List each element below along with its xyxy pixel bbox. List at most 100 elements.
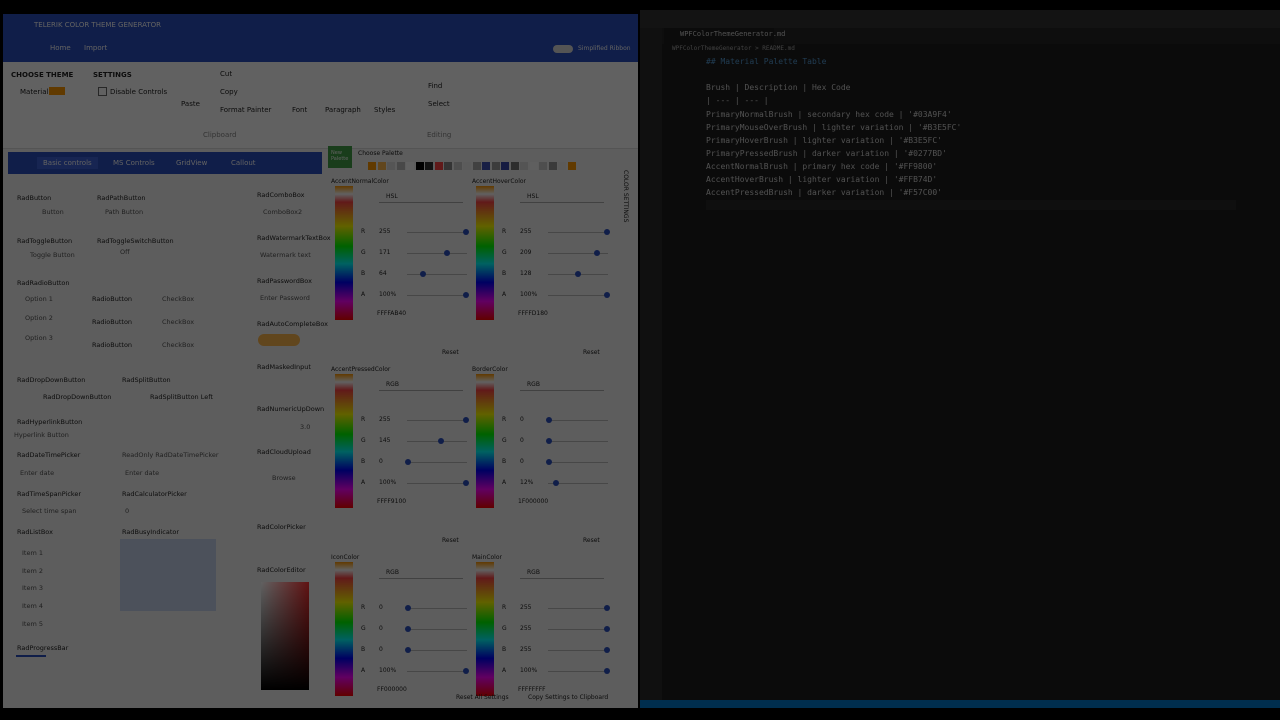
slider-track[interactable] (548, 650, 608, 651)
hex[interactable]: 1F000000 (518, 498, 549, 505)
channel-value[interactable]: 255 (520, 604, 532, 611)
mode[interactable]: RGB (527, 381, 540, 388)
slider-thumb[interactable] (604, 647, 610, 653)
control-tab[interactable]: Callout (231, 159, 256, 167)
ribbon-theme[interactable]: Material (20, 88, 49, 96)
slider-track[interactable] (548, 629, 608, 630)
hex[interactable]: FFFFFFFF (518, 686, 546, 693)
theme-swatch[interactable] (49, 87, 65, 95)
control[interactable]: CheckBox (162, 295, 195, 303)
control-tab[interactable]: Basic controls (37, 157, 98, 169)
hex[interactable]: FFFFAB40 (377, 310, 407, 317)
channel-value[interactable]: 255 (379, 416, 391, 423)
channel-value[interactable]: 100% (379, 479, 397, 486)
control[interactable]: Browse (272, 474, 296, 482)
slider-thumb[interactable] (593, 250, 600, 256)
tab-title[interactable]: WPFColorThemeGenerator.md (680, 30, 786, 38)
palette-swatch[interactable] (425, 162, 433, 170)
hex[interactable]: FF000000 (377, 686, 407, 693)
channel-value[interactable]: 64 (379, 270, 387, 277)
palette-swatch[interactable] (501, 162, 509, 170)
control[interactable]: Item 5 (22, 620, 43, 628)
ribbon-cut[interactable]: Cut (220, 70, 233, 78)
control-tab[interactable]: GridView (176, 159, 208, 167)
ribbon-styles[interactable]: Styles (374, 106, 396, 114)
control[interactable]: Enter date (125, 469, 160, 477)
control[interactable]: Enter date (20, 469, 55, 477)
slider-thumb[interactable] (463, 417, 469, 423)
control[interactable]: Item 4 (22, 602, 43, 610)
slider-thumb[interactable] (405, 459, 411, 465)
palette-swatch[interactable] (482, 162, 490, 170)
slider-track[interactable] (407, 253, 467, 254)
palette-swatch[interactable] (539, 162, 547, 170)
control[interactable]: Hyperlink Button (14, 431, 69, 439)
ribbon-editing[interactable]: Editing (427, 131, 452, 139)
slider-thumb[interactable] (405, 605, 411, 611)
palette-swatch[interactable] (558, 162, 566, 170)
toggle[interactable] (553, 45, 573, 53)
spectrum[interactable] (476, 374, 494, 508)
slider-track[interactable] (407, 441, 467, 442)
control[interactable]: Enter Password (260, 294, 310, 302)
slider-thumb[interactable] (604, 626, 610, 632)
copy-settings[interactable]: Copy Settings to Clipboard (528, 694, 609, 701)
spectrum[interactable] (335, 374, 353, 508)
slider-thumb[interactable] (546, 438, 552, 444)
slider-track[interactable] (407, 295, 467, 296)
control[interactable]: CheckBox (162, 318, 195, 326)
control[interactable]: Option 1 (25, 295, 53, 303)
control-tab[interactable]: MS Controls (113, 159, 155, 167)
slider-thumb[interactable] (546, 459, 552, 465)
slider-thumb[interactable] (437, 438, 444, 444)
control[interactable]: CheckBox (162, 341, 195, 349)
channel-value[interactable]: 255 (520, 625, 532, 632)
channel-value[interactable]: 255 (379, 228, 391, 235)
slider-track[interactable] (548, 441, 608, 442)
slider-thumb[interactable] (552, 480, 559, 486)
slider-track[interactable] (548, 462, 608, 463)
autocomplete-token[interactable] (258, 334, 300, 346)
control[interactable]: Path Button (105, 208, 144, 216)
mode[interactable]: HSL (386, 193, 398, 200)
control[interactable]: Select time span (22, 507, 77, 515)
reset-all[interactable]: Reset All Settings (456, 694, 509, 701)
mode[interactable]: RGB (386, 381, 399, 388)
reset-button[interactable]: Reset (583, 349, 600, 356)
ribbon-paragraph[interactable]: Paragraph (325, 106, 361, 114)
slider-track[interactable] (548, 608, 608, 609)
control[interactable]: Toggle Button (30, 251, 75, 259)
channel-value[interactable]: 12% (520, 479, 534, 486)
control[interactable]: Off (120, 248, 130, 256)
channel-value[interactable]: 255 (520, 228, 532, 235)
mode[interactable]: HSL (527, 193, 539, 200)
palette-swatch[interactable] (520, 162, 528, 170)
palette-swatch[interactable] (529, 162, 538, 170)
palette-swatch[interactable] (415, 162, 424, 170)
slider-thumb[interactable] (405, 647, 411, 653)
slider-track[interactable] (548, 295, 608, 296)
ribbon-font[interactable]: Font (292, 106, 308, 114)
slider-track[interactable] (407, 483, 467, 484)
channel-value[interactable]: 0 (520, 458, 524, 465)
palette-swatch[interactable] (377, 162, 386, 170)
slider-thumb[interactable] (463, 480, 469, 486)
control[interactable]: 0 (125, 507, 130, 515)
ribbon-copy[interactable]: Copy (220, 88, 238, 96)
slider-thumb[interactable] (604, 605, 610, 611)
channel-value[interactable]: 145 (379, 437, 391, 444)
hex[interactable]: FFFF9100 (377, 498, 407, 505)
slider-track[interactable] (407, 608, 467, 609)
slider-thumb[interactable] (463, 292, 469, 298)
channel-value[interactable]: 100% (520, 667, 538, 674)
palette-swatch[interactable] (453, 162, 462, 170)
channel-value[interactable]: 100% (520, 291, 538, 298)
control[interactable]: ReadOnly RadDateTimePicker (122, 451, 219, 459)
control[interactable]: Option 2 (25, 314, 53, 322)
channel-value[interactable]: 0 (379, 458, 383, 465)
ribbon-choose-theme[interactable]: CHOOSE THEME (11, 71, 74, 79)
ribbon-clipboard[interactable]: Clipboard (203, 131, 237, 139)
palette-swatch[interactable] (368, 162, 376, 170)
spectrum[interactable] (476, 186, 494, 320)
slider-thumb[interactable] (546, 417, 552, 423)
